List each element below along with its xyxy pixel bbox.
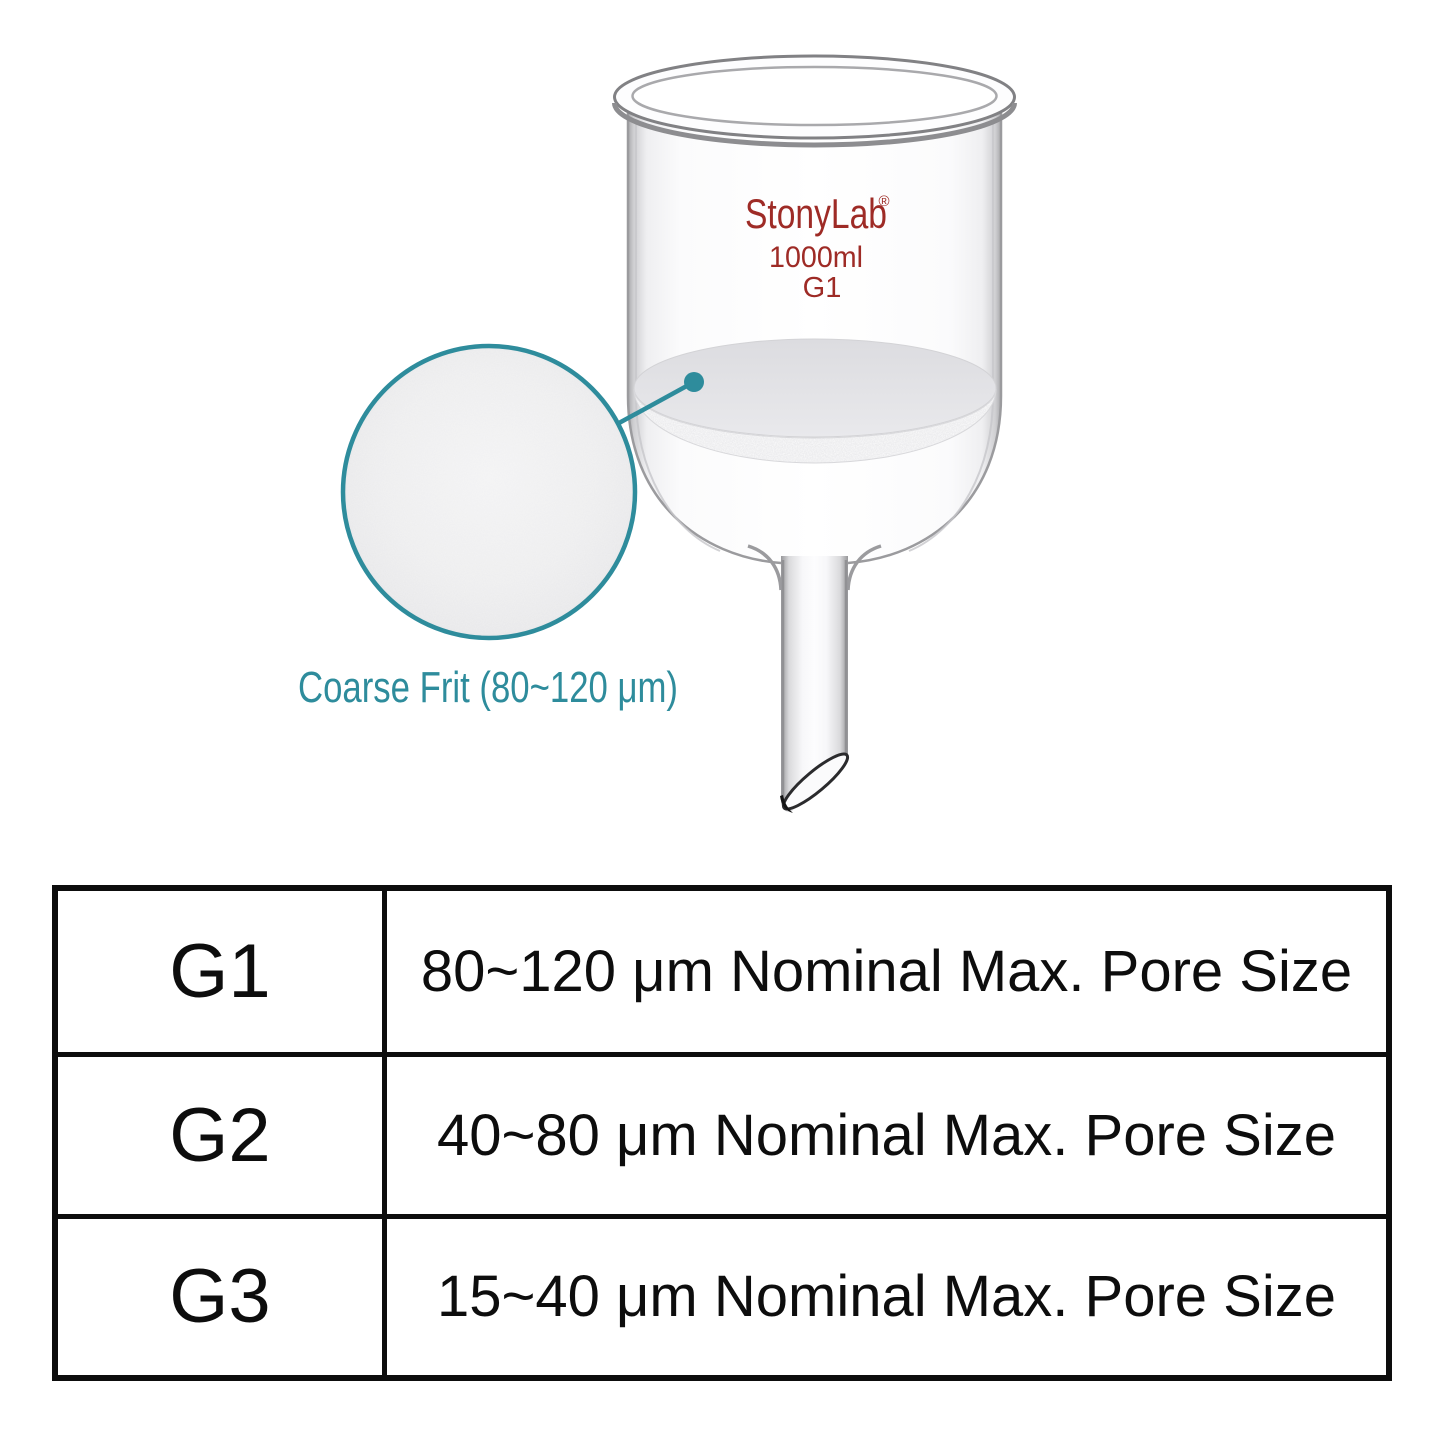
funnel-stem [781, 556, 848, 812]
grade-cell: G2 [58, 1052, 387, 1214]
glass-inner-highlight-right [908, 120, 994, 552]
funnel-rim-lip [612, 102, 1017, 148]
brand-text: StonyLab [745, 190, 887, 237]
callout-label: Coarse Frit (80~120 μm) [298, 663, 678, 712]
funnel-body [626, 108, 1003, 565]
frit-disc [633, 338, 997, 438]
funnel-rim-inner [631, 65, 998, 127]
callout-circle-texture [347, 350, 631, 634]
description-cell: 80~120 μm Nominal Max. Pore Size [420, 939, 1353, 1005]
description-cell: 15~40 μm Nominal Max. Pore Size [387, 1213, 1386, 1375]
callout-line [617, 380, 696, 425]
porosity-spec-table: G1 80~120 μm Nominal Max. Pore Size G2 4… [52, 885, 1392, 1381]
stem-fillet-left [747, 544, 783, 591]
description-cell: 40~80 μm Nominal Max. Pore Size [387, 1052, 1386, 1213]
capacity-text: 1000ml [769, 241, 863, 274]
stem-cut-opening [781, 752, 850, 811]
registered-mark: ® [878, 193, 889, 210]
stem-fillet-right [846, 544, 882, 591]
glass-inner-highlight-left [635, 120, 721, 552]
grade-cell: G1 [58, 891, 387, 1053]
grade-cell: G3 [58, 1213, 387, 1375]
callout-dot [684, 372, 704, 392]
frit-edge-band-outline [633, 388, 997, 464]
stem-tip-accent [780, 795, 793, 813]
frit-edge-band-texture [634, 389, 996, 463]
buchner-funnel-illustration: StonyLab ® 1000ml G1 Coarse Frit (80~120… [298, 54, 1017, 813]
grade-text: G1 [803, 272, 842, 304]
